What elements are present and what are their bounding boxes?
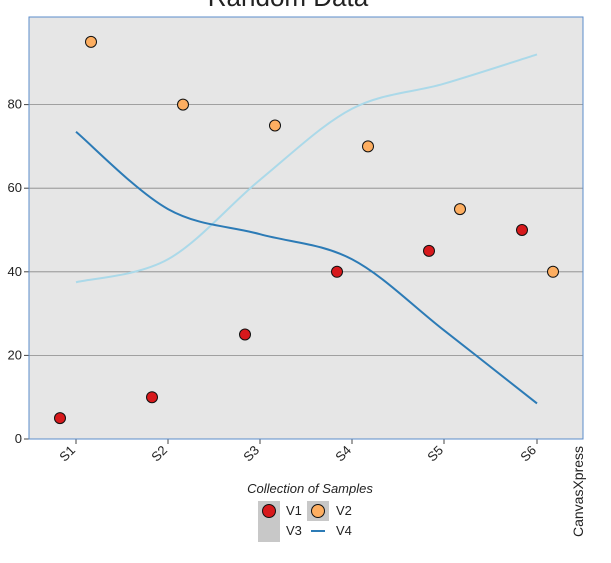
grid-lines bbox=[29, 104, 583, 356]
series-layer bbox=[54, 35, 559, 425]
x-tick-label: S3 bbox=[240, 443, 262, 465]
data-point-v2 bbox=[362, 140, 374, 153]
data-point-v1 bbox=[331, 265, 343, 278]
data-point-v2 bbox=[454, 203, 466, 216]
x-tick-label: S6 bbox=[517, 443, 539, 465]
data-point-v1 bbox=[54, 412, 66, 425]
data-point-v2 bbox=[85, 35, 97, 48]
legend-label-v3: V3 bbox=[286, 523, 302, 538]
data-point-v1 bbox=[146, 391, 158, 404]
x-tick-label: S2 bbox=[148, 443, 170, 465]
x-tick-label: S4 bbox=[332, 443, 354, 465]
data-point-v1 bbox=[516, 224, 528, 236]
y-tick-label: 0 bbox=[15, 431, 22, 446]
x-axis-title: Collection of Samples bbox=[247, 481, 373, 496]
legend-label-v1: V1 bbox=[286, 503, 302, 518]
data-point-v2 bbox=[269, 119, 281, 132]
chart-title: Random Data bbox=[208, 0, 369, 12]
data-point-v1 bbox=[423, 244, 435, 257]
x-tick-label: S5 bbox=[424, 443, 446, 465]
legend: V1 V2 V3 V4 bbox=[258, 501, 352, 542]
data-point-v1 bbox=[239, 328, 251, 341]
legend-marker-v2 bbox=[311, 504, 325, 518]
x-tick-label: S1 bbox=[56, 443, 78, 465]
data-point-v2 bbox=[177, 98, 189, 111]
x-axis: S1 S2 S3 S4 S5 S6 bbox=[29, 438, 583, 465]
plot-frame bbox=[28, 16, 584, 440]
series-line-v4 bbox=[75, 131, 538, 405]
y-axis: 0 20 40 60 80 bbox=[8, 17, 30, 446]
legend-label-v2: V2 bbox=[336, 503, 352, 518]
y-tick-label: 20 bbox=[8, 347, 22, 362]
plot-area bbox=[29, 17, 583, 439]
y-tick-label: 80 bbox=[8, 97, 22, 112]
y-tick-label: 40 bbox=[8, 264, 22, 279]
y-tick-label: 60 bbox=[8, 180, 22, 195]
series-line-v3 bbox=[75, 53, 538, 284]
legend-marker-v1 bbox=[262, 504, 276, 518]
legend-label-v4: V4 bbox=[336, 523, 352, 538]
watermark: CanvasXpress bbox=[570, 446, 586, 537]
data-point-v2 bbox=[547, 265, 559, 278]
